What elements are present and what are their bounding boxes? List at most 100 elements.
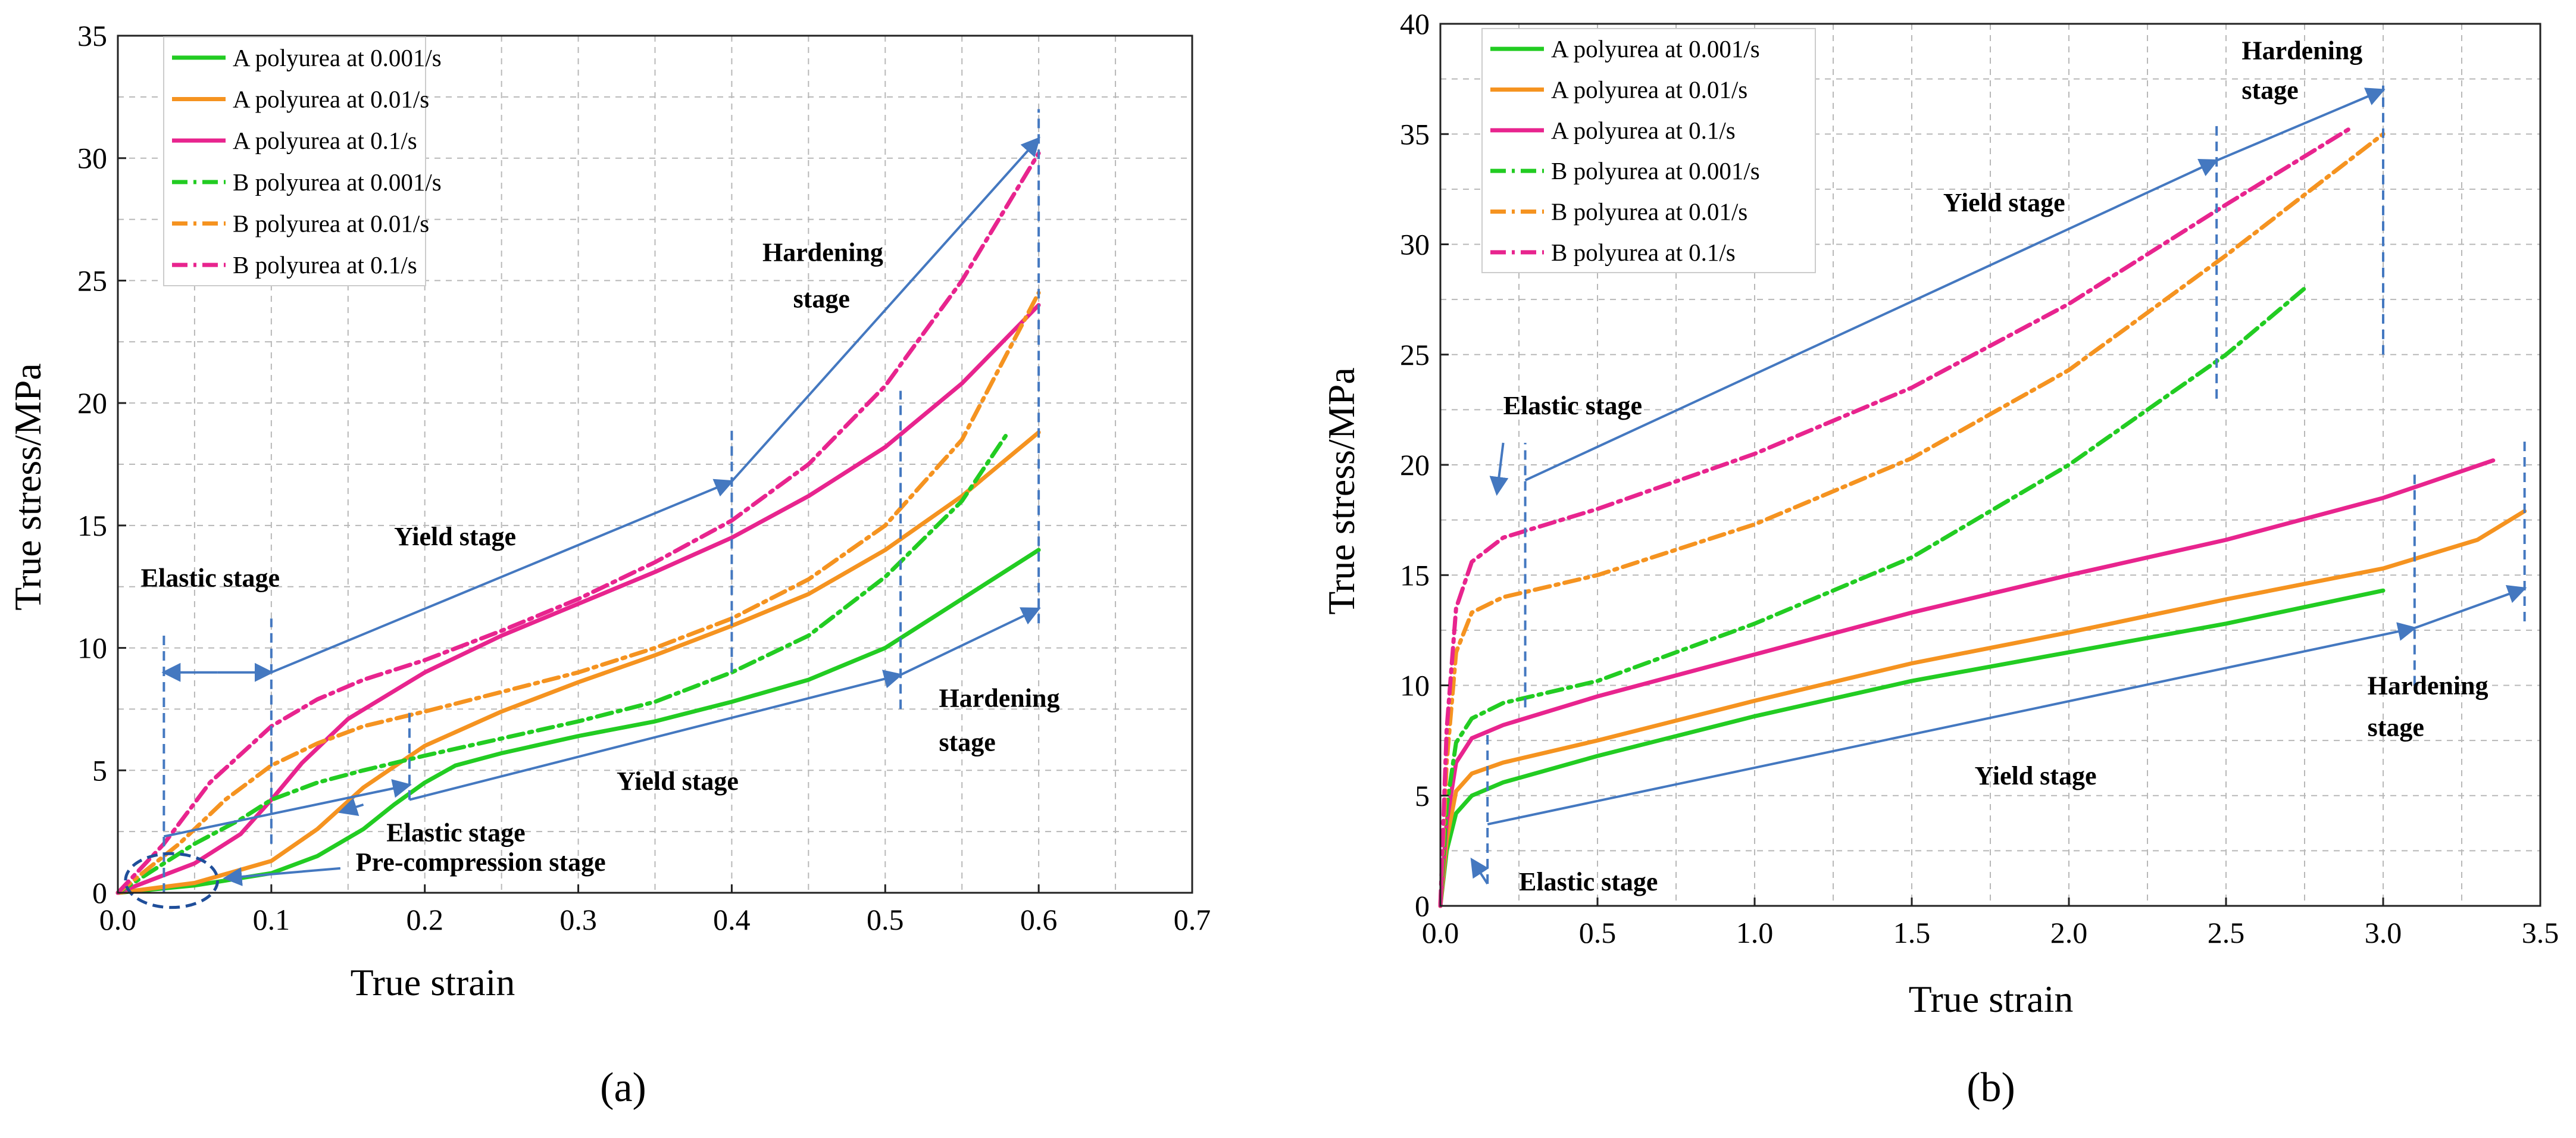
panel-b-legend-label-6: B polyurea at 0.1/s xyxy=(1551,239,1736,266)
panel-b-arrows xyxy=(1470,87,2527,885)
panel-a-stage-arrow xyxy=(338,798,364,816)
panel-b-y-tick-label: 35 xyxy=(1400,117,1430,151)
panel-b-y-tick-label: 0 xyxy=(1415,889,1430,923)
panel-a-stage-annotation: Elastic stage xyxy=(141,564,280,593)
panel-a-stage-arrow xyxy=(163,779,412,838)
panel-b-x-tick-label: 2.0 xyxy=(2050,916,2088,949)
panel-a-annotations: Elastic stage Yield stage Hardening stage Ha… xyxy=(141,238,1060,877)
panel-b-annotations: Elastic stage Yield stage Hardening stage Ha… xyxy=(1503,36,2489,896)
panel-a-x-axis-label: True strain xyxy=(351,961,515,1003)
panel-b-y-tick-label: 5 xyxy=(1415,779,1430,812)
panel-b-series-line-6 xyxy=(1438,125,2354,908)
panel-a-stage-annotation: Yield stage xyxy=(394,522,516,551)
panel-a-stage-annotation: Elastic stage xyxy=(386,818,525,848)
panel-a-stage-annotation: Yield stage xyxy=(617,767,739,796)
panel-b-legend: A polyurea at 0.001/s A polyurea at 0.01/… xyxy=(1481,28,1816,273)
panel-a-series xyxy=(115,151,1041,895)
panel-b-stage-arrow xyxy=(1470,857,1489,885)
panel-b-legend-label-5: B polyurea at 0.01/s xyxy=(1551,198,1747,226)
panel-b-axes: 0.0 0.5 1.0 1.5 2.0 2.5 3.0 3.5 0 5 10 15 20 25 30 35 40 xyxy=(1400,7,2559,949)
panel-b-x-axis-label: True strain xyxy=(1909,978,2074,1020)
panel-a-axes: 0.0 0.1 0.2 0.3 0.4 0.5 0.6 0.7 0 5 10 15 20 25 30 35 xyxy=(77,19,1211,936)
panel-b-series-line-3 xyxy=(1438,458,2496,908)
panel-a-stage-arrow xyxy=(409,670,903,801)
panel-b-stage-annotation: stage xyxy=(2242,76,2298,105)
panel-a-y-tick-label: 0 xyxy=(92,876,107,909)
panel-a-stage-annotation: Hardening xyxy=(939,683,1060,712)
panel-b-series-line-2 xyxy=(1438,509,2527,908)
panel-a-y-tick-label: 30 xyxy=(77,142,107,175)
panel-b-x-tick-label: 1.0 xyxy=(1736,916,1774,949)
panel-b-stage-arrow xyxy=(2414,584,2527,630)
panel-b-stage-annotation: Hardening xyxy=(2242,36,2362,65)
panel-a-y-tick-label: 15 xyxy=(77,509,107,542)
panel-b-y-tick-label: 10 xyxy=(1400,669,1430,702)
panel-a-legend-label-6: B polyurea at 0.1/s xyxy=(233,251,417,279)
panel-a-legend: A polyurea at 0.001/s A polyurea at 0.01/… xyxy=(163,36,442,286)
panel-b-caption: (b) xyxy=(1967,1065,2015,1111)
panel-b-x-tick-label: 3.5 xyxy=(2522,916,2559,949)
panel-a-grid xyxy=(118,36,1192,893)
panel-a-y-axis-label: True stress/MPa xyxy=(7,363,49,610)
panel-a-stage-annotation: stage xyxy=(939,727,996,756)
panel-a-legend-box xyxy=(163,36,426,286)
panel-b-stage-arrow xyxy=(1487,622,2417,826)
panel-a-stage-arrow xyxy=(271,479,734,674)
panel-a-y-tick-label: 20 xyxy=(77,386,107,420)
panel-a-series-line-4 xyxy=(115,430,1011,895)
panel-a-x-tick-label: 0.3 xyxy=(559,903,597,936)
panel-b-stage-arrow xyxy=(1489,442,1509,496)
panel-b-x-tick-label: 0.0 xyxy=(1422,916,1459,949)
panel-b-y-tick-label: 20 xyxy=(1400,448,1430,482)
panel-a-stage-annotation: stage xyxy=(793,284,850,314)
panel-a-series-line-5 xyxy=(115,290,1041,895)
panel-a-plot-frame xyxy=(117,35,1193,894)
panel-b-legend-box xyxy=(1481,28,1816,273)
panel-a-stage-arrow xyxy=(730,136,1040,483)
panel-b-legend-label-2: A polyurea at 0.01/s xyxy=(1551,76,1747,104)
panel-a-x-tick-label: 0.0 xyxy=(99,903,137,936)
panel-a-series-line-6 xyxy=(115,151,1041,895)
panel-a-legend-label-4: B polyurea at 0.001/s xyxy=(233,168,442,196)
panel-a-x-tick-label: 0.1 xyxy=(253,903,290,936)
panel-b-x-tick-label: 2.5 xyxy=(2208,916,2245,949)
panel-a-y-tick-label: 10 xyxy=(77,631,107,665)
panel-b-x-tick-label: 1.5 xyxy=(1893,916,1931,949)
panel-a-stage-annotation: Pre-compression stage xyxy=(356,848,606,877)
panel-a-y-tick-label: 5 xyxy=(92,754,107,787)
panel-a-arrows xyxy=(124,136,1041,909)
panel-b-y-tick-label: 25 xyxy=(1400,338,1430,371)
panel-b-y-tick-label: 40 xyxy=(1400,7,1430,40)
panel-a-series-line-3 xyxy=(115,303,1041,895)
panel-a-y-tick-label: 25 xyxy=(77,264,107,297)
panel-b-guides xyxy=(1486,85,2526,884)
panel-b-stage-annotation: Elastic stage xyxy=(1519,867,1658,896)
panel-b-stage-annotation: Elastic stage xyxy=(1503,391,1642,420)
panel-a-series-line-2 xyxy=(115,430,1041,895)
panel-b-stage-annotation: Yield stage xyxy=(1943,188,2065,217)
panel-a-pre-compression-ellipse xyxy=(124,852,220,909)
panel-a-stage-annotation: Hardening xyxy=(762,238,883,267)
panel-b-legend-label-4: B polyurea at 0.001/s xyxy=(1551,157,1760,185)
panel-a-legend-label-5: B polyurea at 0.01/s xyxy=(233,210,429,237)
panel-b-stage-annotation: Hardening xyxy=(2368,671,2489,700)
panel-b-stage-arrow xyxy=(2216,87,2386,162)
panel-a-stage-arrow xyxy=(223,867,341,886)
panel-a-x-tick-label: 0.2 xyxy=(406,903,443,936)
panel-a-legend-label-1: A polyurea at 0.001/s xyxy=(233,44,442,71)
panel-b-stage-arrow xyxy=(1524,158,2219,482)
panel-a-stage-arrow xyxy=(900,607,1041,676)
panel-a-x-tick-label: 0.7 xyxy=(1174,903,1211,936)
panel-a-legend-label-3: A polyurea at 0.1/s xyxy=(233,127,417,154)
panel-b-x-tick-label: 3.0 xyxy=(2365,916,2402,949)
panel-b-series xyxy=(1438,125,2527,908)
panel-a-legend-label-2: A polyurea at 0.01/s xyxy=(233,86,429,113)
panel-b-y-tick-label: 15 xyxy=(1400,558,1430,592)
panel-a-x-tick-label: 0.4 xyxy=(713,903,751,936)
panel-b-series-line-5 xyxy=(1438,132,2386,908)
panel-b-y-tick-label: 30 xyxy=(1400,228,1430,261)
panel-b-chart: 0.0 0.5 1.0 1.5 2.0 2.5 3.0 3.5 0 5 10 15 20 25 30 35 40… xyxy=(1320,7,2559,1111)
panel-b-series-line-4 xyxy=(1438,286,2307,908)
panel-b-legend-label-3: A polyurea at 0.1/s xyxy=(1551,117,1736,144)
